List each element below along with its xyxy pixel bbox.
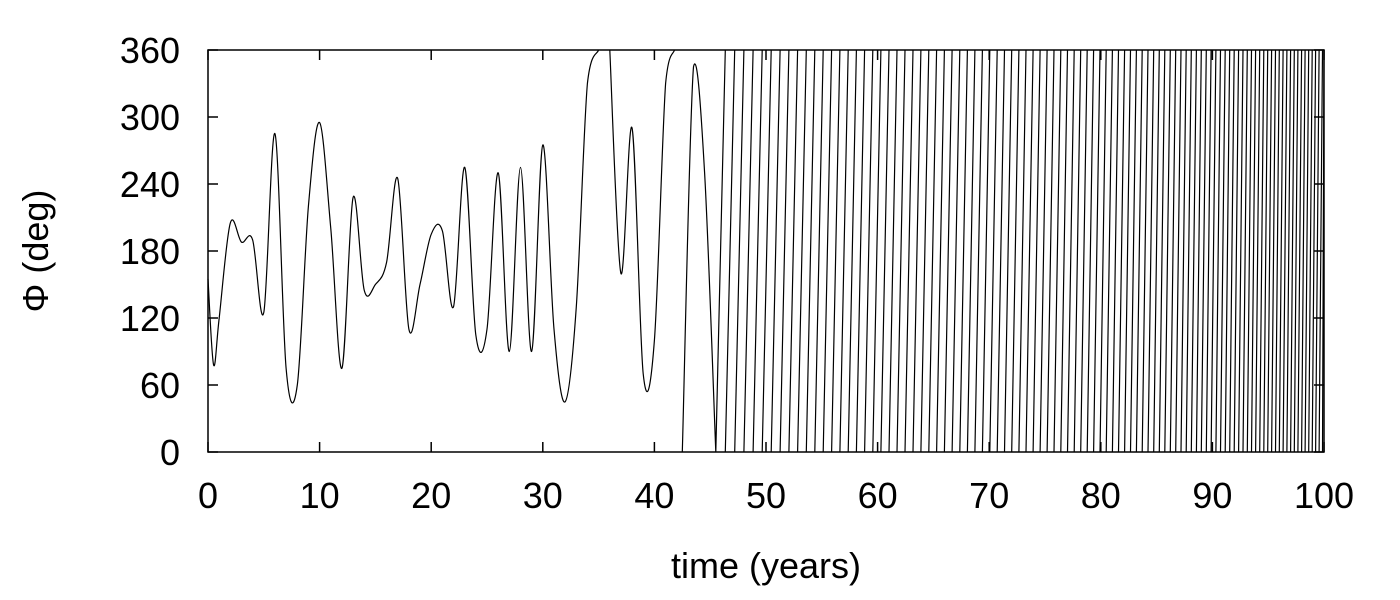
x-tick-label: 90 [1192,475,1232,516]
x-tick-label: 70 [969,475,1009,516]
x-tick-label: 40 [634,475,674,516]
y-tick-label: 0 [160,432,180,473]
x-tick-label: 20 [411,475,451,516]
y-tick-label: 120 [120,298,180,339]
x-axis-label: time (years) [671,545,861,586]
y-tick-label: 360 [120,30,180,71]
series-line [207,49,1325,453]
y-tick-label: 60 [140,365,180,406]
y-tick-label: 180 [120,231,180,272]
x-tick-label: 0 [198,475,218,516]
y-tick-label: 300 [120,97,180,138]
axis-tick-labels: 0 10 20 30 40 50 60 70 80 90 100 0 60 120 180 240 300 360 [120,30,1354,516]
x-tick-label: 10 [300,475,340,516]
y-axis-label: Φ (deg) [15,190,56,313]
x-tick-label: 100 [1294,475,1354,516]
x-tick-label: 80 [1081,475,1121,516]
x-tick-label: 50 [746,475,786,516]
x-tick-label: 30 [523,475,563,516]
y-tick-label: 240 [120,164,180,205]
x-tick-label: 60 [858,475,898,516]
